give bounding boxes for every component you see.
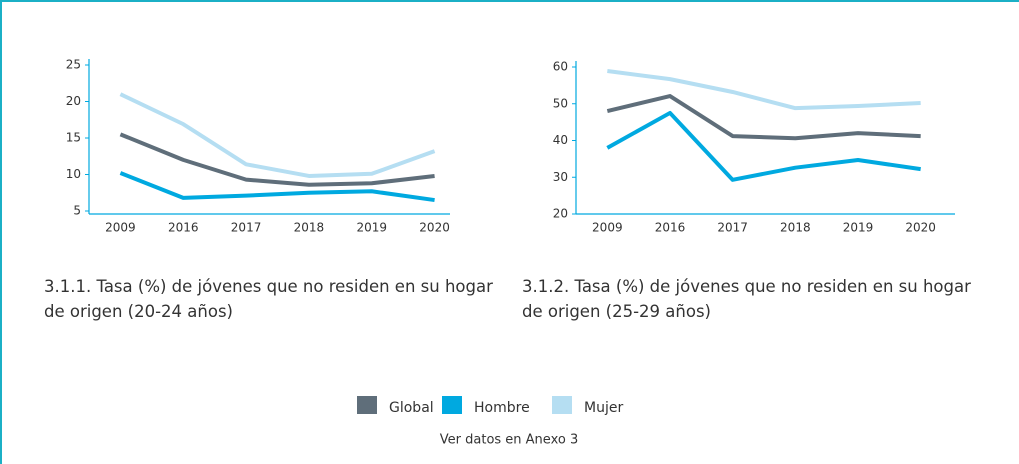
y-tick-label: 50 [553,96,568,110]
line-series [119,132,435,187]
legend-swatch [442,396,462,414]
x-tick-label: 2019 [356,221,387,235]
x-tick-label: 2020 [419,221,450,235]
x-tick-label: 2018 [294,221,325,235]
line-series [119,92,436,178]
x-tick-label: 2020 [905,221,936,235]
x-tick-label: 2016 [168,221,199,235]
x-tick-label: 2016 [655,221,686,235]
y-tick-label: 5 [73,204,81,218]
y-tick-label: 25 [66,58,81,72]
legend-label: Global [389,400,434,416]
legend-swatch [552,396,572,414]
legend-swatch [357,396,377,414]
line-series [606,94,921,141]
y-tick-label: 20 [66,94,81,108]
line-series [119,171,435,203]
x-tick-label: 2017 [231,221,262,235]
x-tick-label: 2017 [717,221,748,235]
chart-title: 3.1.1. Tasa (%) de jóvenes que no reside… [44,277,493,321]
footnote: Ver datos en Anexo 3 [440,433,578,448]
legend-label: Mujer [584,400,623,416]
x-tick-label: 2018 [780,221,811,235]
x-tick-label: 2009 [105,221,136,235]
y-tick-label: 40 [553,133,568,147]
legend-label: Hombre [474,400,530,416]
y-tick-label: 30 [553,170,568,184]
y-tick-label: 20 [553,207,568,221]
line-series [606,110,921,182]
x-tick-label: 2019 [843,221,874,235]
y-tick-label: 15 [66,131,81,145]
y-tick-label: 60 [553,60,568,74]
chart-title: 3.1.2. Tasa (%) de jóvenes que no reside… [522,277,971,321]
line-series [607,69,921,111]
x-tick-label: 2009 [592,221,623,235]
y-tick-label: 10 [66,167,81,181]
